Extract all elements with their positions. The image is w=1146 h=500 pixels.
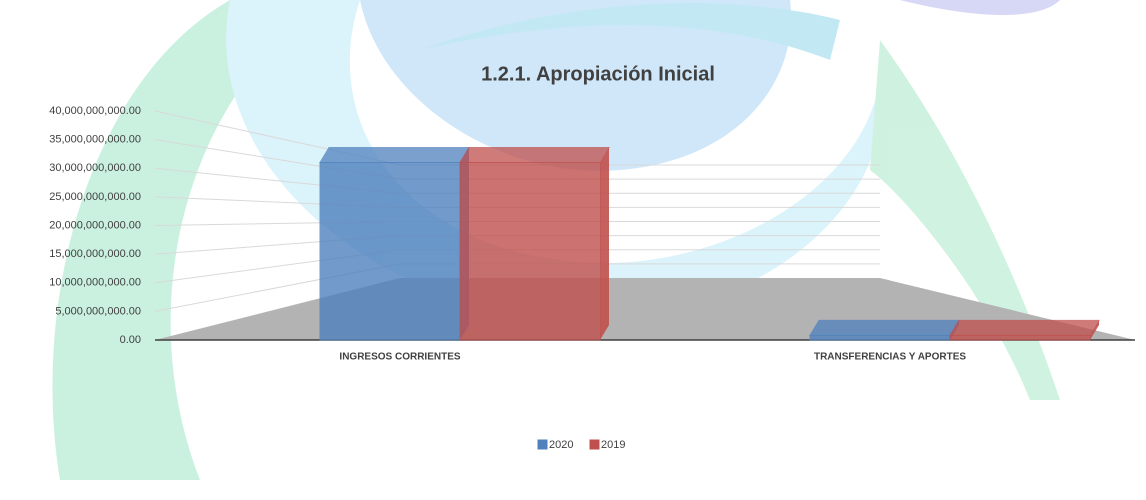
legend-swatch: [589, 439, 600, 450]
y-tick-label: 5,000,000,000.00: [55, 305, 141, 317]
y-tick-label: 15,000,000,000.00: [49, 248, 141, 260]
bar-side: [1090, 320, 1099, 340]
bar-top: [949, 319, 1100, 336]
bar: [949, 334, 1091, 341]
bar-top: [809, 319, 960, 336]
y-tick-label: 30,000,000,000.00: [49, 162, 141, 174]
bar: [319, 162, 461, 341]
chart-title: 1.2.1. Apropiación Inicial: [481, 63, 715, 85]
y-tick-label: 10,000,000,000.00: [49, 277, 141, 289]
bar: [809, 334, 951, 341]
bar-top: [319, 147, 470, 164]
x-tick-label: TRANSFERENCIAS Y APORTES: [814, 352, 966, 363]
y-tick-label: 20,000,000,000.00: [49, 219, 141, 231]
bar-side: [600, 147, 609, 340]
legend-label: 2020: [549, 439, 573, 451]
y-tick-label: 25,000,000,000.00: [49, 191, 141, 203]
legend-label: 2019: [601, 439, 625, 451]
y-tick-label: 35,000,000,000.00: [49, 134, 141, 146]
bar-top: [459, 147, 610, 164]
legend-swatch: [537, 439, 548, 450]
bar: [459, 162, 601, 341]
y-tick-label: 40,000,000,000.00: [49, 105, 141, 117]
x-tick-label: INGRESOS CORRIENTES: [339, 352, 460, 363]
y-tick-label: 0.00: [120, 334, 141, 346]
